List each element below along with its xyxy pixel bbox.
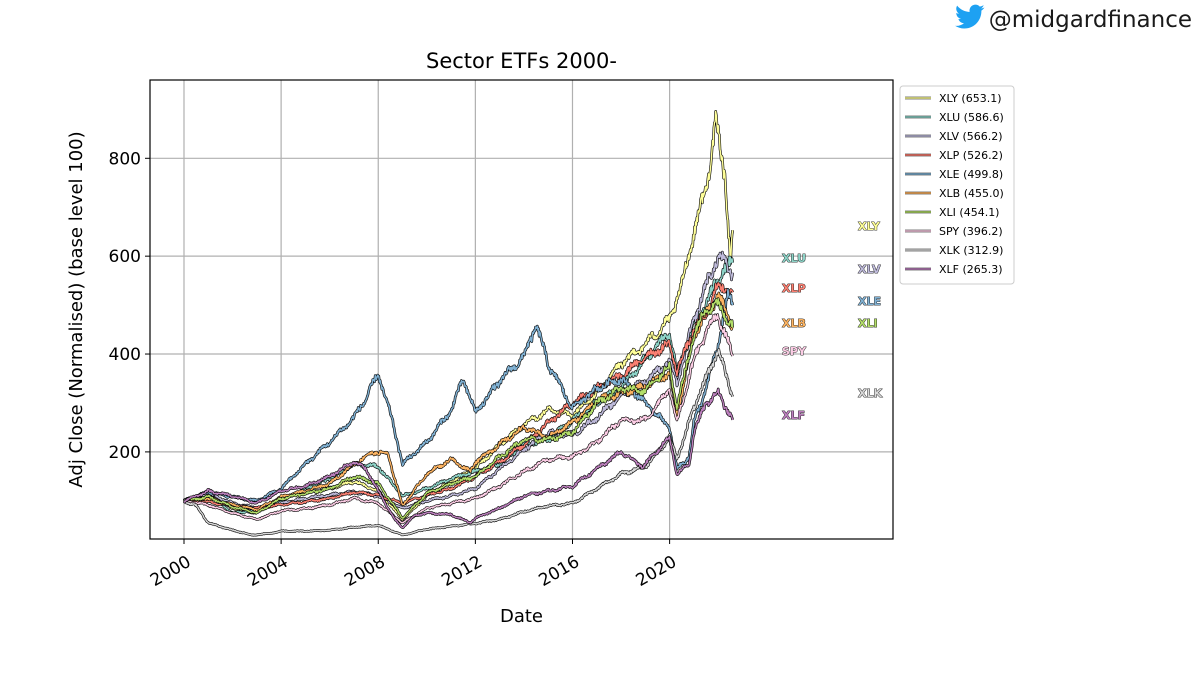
y-axis-label: Adj Close (Normalised) (base level 100)	[66, 131, 87, 487]
legend-entry: XLI (454.1)	[939, 206, 999, 219]
series-tag-xlk: XLK	[858, 387, 882, 400]
twitter-handle: @midgardfinance	[988, 7, 1192, 33]
twitter-bird-icon	[954, 4, 989, 36]
legend-entry: SPY (396.2)	[939, 225, 1003, 238]
series-line-xlf	[183, 388, 734, 529]
x-tick-label: 2012	[438, 552, 485, 591]
plot-area	[182, 110, 734, 537]
legend-entry: XLY (653.1)	[939, 92, 1002, 105]
x-tick-label: 2000	[147, 552, 194, 591]
series-outline-xle	[182, 288, 734, 502]
series-tag-xlf: XLF	[782, 409, 805, 422]
y-tick-label: 200	[109, 443, 141, 463]
plot-frame	[149, 79, 894, 540]
series-tag-xlu: XLU	[782, 252, 806, 265]
series-outline-xlv	[182, 250, 734, 511]
legend-entry: XLF (265.3)	[939, 263, 1003, 276]
social-handle: @midgardfinance	[954, 4, 1192, 36]
legend-entry: XLK (312.9)	[939, 244, 1003, 257]
legend-entry: XLU (586.6)	[939, 111, 1004, 124]
series-tag-xle: XLE	[858, 295, 881, 308]
series-line-xle	[183, 288, 734, 502]
series-tag-xlv: XLV	[858, 263, 881, 276]
series-tag-xly: XLY	[858, 220, 881, 233]
legend-entry: XLB (455.0)	[939, 187, 1004, 200]
x-tick-label: 2016	[536, 552, 583, 591]
series-line-xlp	[183, 282, 734, 510]
series-outline-spy	[183, 313, 734, 525]
series-tag-xli: XLI	[858, 317, 878, 330]
series-line-xli	[183, 297, 734, 519]
legend-entry: XLP (526.2)	[939, 149, 1003, 162]
x-tick-label: 2020	[633, 552, 680, 591]
x-tick-label: 2004	[244, 552, 291, 591]
series-tag-xlp: XLP	[782, 282, 806, 295]
x-axis-label: Date	[500, 606, 543, 627]
legend: XLY (653.1) XLU (586.6) XLV (566.2) XLP (52…	[899, 85, 1015, 285]
series-tag-spy: SPY	[782, 345, 807, 358]
y-tick-label: 800	[109, 149, 141, 169]
y-tick-label: 600	[109, 247, 141, 267]
x-tick-label: 2008	[341, 552, 388, 591]
legend-entry: XLE (499.8)	[939, 168, 1003, 181]
chart-title: Sector ETFs 2000-	[426, 49, 617, 73]
legend-entry: XLV (566.2)	[939, 130, 1003, 143]
series-line-spy	[183, 313, 734, 524]
y-tick-label: 400	[109, 345, 141, 365]
series-tag-xlb: XLB	[782, 317, 806, 330]
